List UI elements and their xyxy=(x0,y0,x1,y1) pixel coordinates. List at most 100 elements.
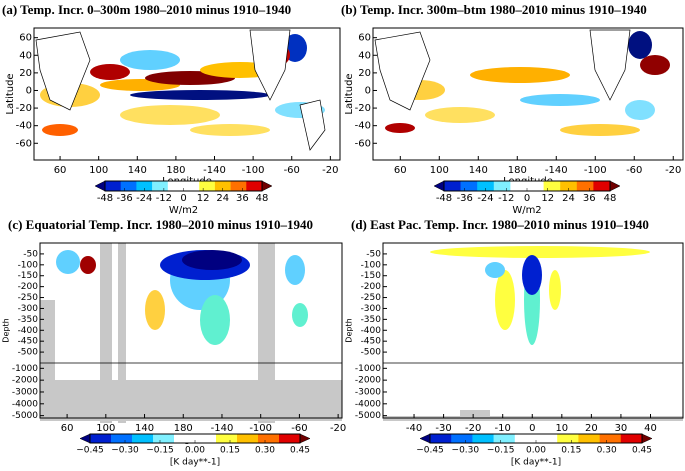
colorbar-label: W/m2 xyxy=(169,205,198,216)
colorbar-tick-label: 12 xyxy=(197,193,210,204)
colorbar-extend xyxy=(609,180,621,192)
colorbar-tick-label: 12 xyxy=(541,193,554,204)
x-tick-label: -20 xyxy=(665,165,681,176)
y-tick-label: -60 xyxy=(355,138,371,149)
colorbar-tick-label: -48 xyxy=(97,193,113,204)
colorbar-segment xyxy=(527,181,544,191)
colorbar-segment xyxy=(167,181,184,191)
y-tick-label: -450 xyxy=(361,337,382,347)
colorbar-tick-label: 0.00 xyxy=(526,446,546,456)
colorbar-segment xyxy=(620,434,643,443)
y-tick-label: -60 xyxy=(16,138,32,149)
y-tick-label: -300 xyxy=(18,304,39,314)
y-tick-label: -3000 xyxy=(12,387,38,397)
y-tick-label: -100 xyxy=(18,260,39,270)
colorbar-segment xyxy=(560,181,578,191)
y-tick-label: -4000 xyxy=(12,399,38,409)
x-tick-label: -20 xyxy=(465,423,481,434)
colorbar-segment xyxy=(237,434,259,443)
y-tick-label: -150 xyxy=(18,271,39,281)
colorbar-tick-label: 0 xyxy=(180,193,186,204)
plot-frame xyxy=(372,27,684,161)
colorbar-segment xyxy=(593,181,611,191)
y-tick-label: 0 xyxy=(26,85,32,96)
panel-title: (a) Temp. Incr. 0–300m 1980–2010 minus 1… xyxy=(2,2,291,17)
colorbar-label: [K day**-1] xyxy=(511,458,561,468)
y-tick-label: -20 xyxy=(355,103,371,114)
colorbar-tick-label: -12 xyxy=(498,193,514,204)
colorbar-segment xyxy=(543,181,561,191)
colorbar-segment xyxy=(230,181,247,191)
colorbar-segment xyxy=(444,181,461,191)
colorbar-segment xyxy=(477,181,495,191)
colorbar-tick-label: 0.15 xyxy=(220,446,240,456)
colorbar-extend xyxy=(433,180,445,192)
panel-title: (c) Equatorial Temp. Incr. 1980–2010 min… xyxy=(8,217,313,232)
y-axis-label: Latitude xyxy=(5,73,16,114)
colorbar-segment xyxy=(174,434,196,443)
colorbar-segment xyxy=(199,181,216,191)
colorbar-tick-label: 0.45 xyxy=(632,446,652,456)
colorbar-extend xyxy=(79,433,91,444)
colorbar-tick-label: -12 xyxy=(156,193,172,204)
x-tick-label: 180 xyxy=(166,165,185,176)
colorbar-extend xyxy=(419,433,431,444)
colorbar-segment xyxy=(90,434,112,443)
y-tick-label: -450 xyxy=(18,337,39,347)
colorbar-tick-label: 24 xyxy=(562,193,575,204)
x-tick-label: -140 xyxy=(211,423,234,434)
colorbar-tick-label: -48 xyxy=(436,193,452,204)
colorbar-label: W/m2 xyxy=(512,205,541,216)
colorbar-segment xyxy=(599,434,622,443)
x-tick-label: 100 xyxy=(430,165,449,176)
colorbar-tick-label: 0.15 xyxy=(561,446,581,456)
y-tick-label: 40 xyxy=(19,50,32,61)
y-tick-label: 40 xyxy=(358,50,371,61)
colorbar-segment xyxy=(430,434,452,443)
colorbar-segment xyxy=(472,434,494,443)
x-tick-label: 100 xyxy=(96,423,115,434)
y-tick-label: -500 xyxy=(361,348,382,358)
colorbar-segment xyxy=(279,434,301,443)
x-tick-label: 20 xyxy=(585,423,598,434)
y-tick-label: -150 xyxy=(361,271,382,281)
y-tick-label: -250 xyxy=(18,293,39,303)
x-tick-label: -100 xyxy=(249,423,272,434)
y-tick-label: 0 xyxy=(365,85,371,96)
y-tick-label: 20 xyxy=(358,68,371,79)
colorbar-tick-label: 48 xyxy=(604,193,617,204)
y-tick-label: 60 xyxy=(358,33,371,44)
colorbar-segment xyxy=(111,434,133,443)
colorbar-tick-label: -36 xyxy=(457,193,473,204)
field-b xyxy=(374,29,670,136)
y-tick-label: -350 xyxy=(361,315,382,325)
colorbar-tick-label: -24 xyxy=(477,193,493,204)
y-tick-label: -400 xyxy=(18,326,39,336)
colorbar-tick-label: 0.45 xyxy=(290,446,310,456)
colorbar-segment xyxy=(246,181,263,191)
y-tick-label: -2000 xyxy=(12,376,38,386)
x-tick-label: 140 xyxy=(135,423,154,434)
colorbar-tick-label: −0.30 xyxy=(111,446,139,456)
colorbar-segment xyxy=(493,181,511,191)
colorbar-tick-label: 36 xyxy=(583,193,596,204)
x-tick-label: 140 xyxy=(128,165,147,176)
colorbar-label: [K day**-1] xyxy=(170,458,220,468)
panel-title: (d) East Pac. Temp. Incr. 1980–2010 minu… xyxy=(351,217,649,232)
x-tick-label: -140 xyxy=(545,165,568,176)
colorbar-segment xyxy=(514,434,537,443)
colorbar-segment xyxy=(576,181,594,191)
x-tick-label: -10 xyxy=(495,423,511,434)
colorbar-segment xyxy=(153,434,175,443)
y-tick-label: -50 xyxy=(366,249,381,259)
colorbar-tick-label: 0 xyxy=(524,193,530,204)
x-tick-label: -30 xyxy=(435,423,451,434)
y-tick-label: -100 xyxy=(361,260,382,270)
colorbar-segment xyxy=(195,434,217,443)
x-tick-label: -100 xyxy=(242,165,265,176)
y-axis-label: Depth xyxy=(345,318,354,342)
x-tick-label: 60 xyxy=(61,423,74,434)
colorbar-tick-label: 0.00 xyxy=(185,446,205,456)
colorbar-tick-label: −0.45 xyxy=(76,446,104,456)
x-tick-label: -100 xyxy=(584,165,607,176)
